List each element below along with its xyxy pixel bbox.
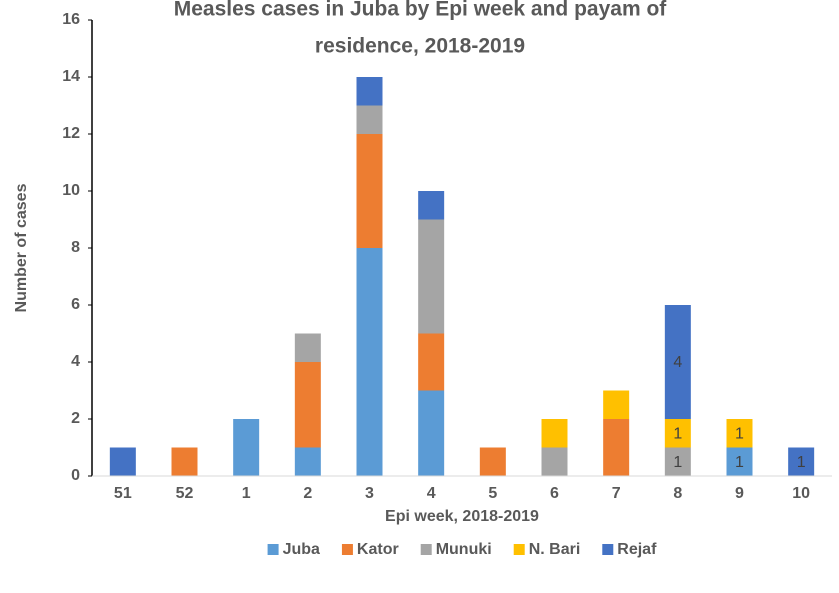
x-tick-label: 3 <box>365 485 374 502</box>
legend-swatch <box>420 544 432 555</box>
bar-segment <box>356 248 383 476</box>
x-tick-label: 51 <box>114 485 132 502</box>
legend-swatch <box>341 544 353 555</box>
legend-label: Juba <box>283 541 320 558</box>
chart-title: residence, 2018-2019 <box>315 35 525 58</box>
y-tick-label: 16 <box>62 11 80 28</box>
bar-segment <box>788 447 815 476</box>
bar-segment <box>726 447 753 476</box>
legend-label: N. Bari <box>529 541 581 558</box>
data-label: 1 <box>673 425 682 442</box>
y-tick-label: 4 <box>71 353 80 370</box>
bar-segment <box>356 134 383 248</box>
data-label: 1 <box>797 454 806 471</box>
bar-segment <box>418 219 445 334</box>
data-label: 1 <box>735 425 744 442</box>
y-tick-label: 8 <box>71 239 80 256</box>
chart-title: Measles cases in Juba by Epi week and pa… <box>174 0 668 21</box>
bar-segment <box>233 419 260 476</box>
data-label: 1 <box>673 454 682 471</box>
legend-label: Rejaf <box>617 541 657 558</box>
y-tick-label: 12 <box>62 125 80 142</box>
x-tick-label: 1 <box>242 485 251 502</box>
bar-segment <box>541 419 568 448</box>
data-label: 1 <box>735 454 744 471</box>
legend-swatch <box>513 544 525 555</box>
bar-segment <box>171 447 198 476</box>
bar-segment <box>603 390 630 419</box>
x-axis-title: Epi week, 2018-2019 <box>385 508 539 525</box>
bar-segment <box>418 191 445 220</box>
y-axis-title: Number of cases <box>13 183 30 312</box>
x-tick-label: 4 <box>427 485 436 502</box>
x-tick-label: 9 <box>735 485 744 502</box>
bar-segment <box>664 419 691 448</box>
bar-segment <box>726 419 753 448</box>
y-tick-label: 14 <box>62 68 80 85</box>
bar-segment <box>109 447 136 476</box>
bar-segment <box>603 419 630 476</box>
x-tick-label: 10 <box>792 485 810 502</box>
bar-segment <box>356 105 383 134</box>
legend-label: Munuki <box>436 541 492 558</box>
bar-segment <box>541 447 568 476</box>
x-tick-label: 5 <box>488 485 497 502</box>
y-tick-label: 0 <box>71 467 80 484</box>
x-tick-label: 52 <box>176 485 194 502</box>
bar-segment <box>418 333 445 391</box>
x-tick-label: 6 <box>550 485 559 502</box>
legend-swatch <box>267 544 279 555</box>
bar-segment <box>294 333 321 362</box>
x-tick-label: 7 <box>612 485 621 502</box>
data-label: 4 <box>673 354 682 371</box>
bar-segment <box>294 362 321 448</box>
y-tick-label: 2 <box>71 410 80 427</box>
bar-segment <box>356 77 383 106</box>
y-tick-label: 10 <box>62 182 80 199</box>
bar-segment <box>664 305 691 419</box>
bar-segment <box>479 447 506 476</box>
legend-label: Kator <box>357 541 399 558</box>
bar-segment <box>664 447 691 476</box>
x-tick-label: 8 <box>673 485 682 502</box>
x-tick-label: 2 <box>303 485 312 502</box>
y-tick-label: 6 <box>71 296 80 313</box>
bar-segment <box>294 447 321 476</box>
bar-segment <box>418 390 445 476</box>
legend-swatch <box>602 544 614 555</box>
